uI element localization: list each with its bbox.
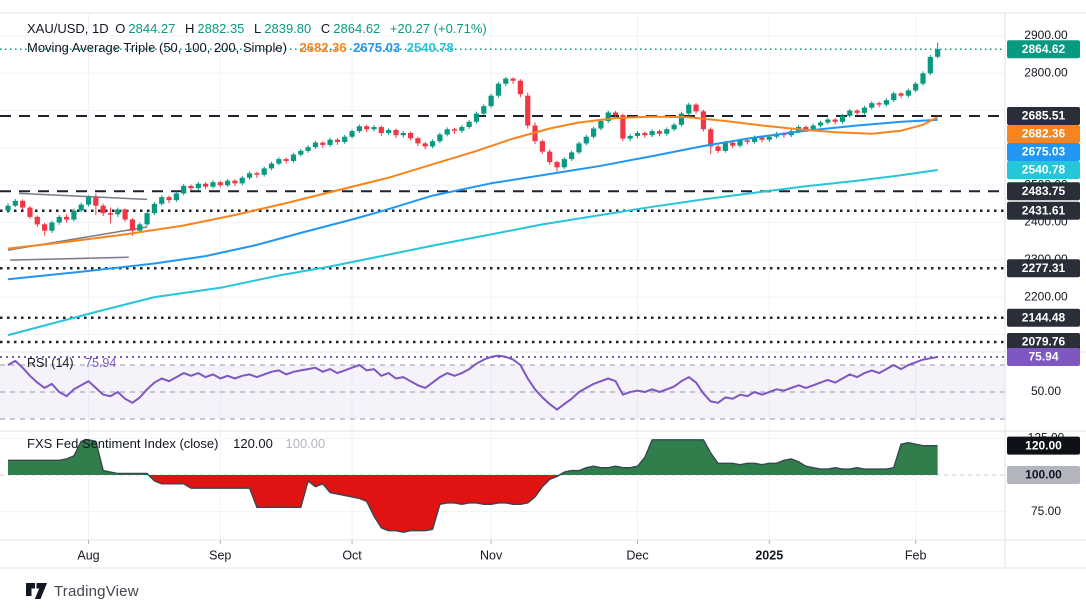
sentiment-legend-row[interactable]: FXS Fed Sentiment Index (close) 120.00 1… [27,436,328,451]
price-badge: 75.94 [1007,347,1080,366]
price-badge: 2864.62 [1007,40,1080,59]
svg-text:2864.62: 2864.62 [1022,42,1066,56]
tradingview-logo-icon [26,583,47,599]
svg-text:2144.48: 2144.48 [1022,310,1066,324]
time-axis: Aug Sep Oct Nov Dec 2025 Feb [77,540,926,562]
svg-text:2900.00: 2900.00 [1024,28,1068,42]
ohlc-close: C 2864.62 [320,21,381,36]
svg-text:2540.78: 2540.78 [1022,163,1066,177]
ma-legend-row[interactable]: Moving Average Triple (50, 100, 200, Sim… [27,40,457,55]
svg-text:2431.61: 2431.61 [1022,203,1066,217]
price-scale[interactable] [1005,13,1086,540]
svg-text:2277.31: 2277.31 [1022,261,1066,275]
ohlc-high: H 2882.35 [185,21,245,36]
price-badge: 2079.76 [1007,332,1080,351]
rsi-value: 75.94 [85,356,117,370]
price-axis: 2900.002800.002500.002400.002300.002200.… [1007,28,1080,518]
price-badge: 2540.78 [1007,160,1080,179]
price-badge: 2675.03 [1007,143,1080,162]
ma-200-line [7,169,938,337]
svg-text:2483.75: 2483.75 [1022,184,1066,198]
svg-text:2682.36: 2682.36 [1022,127,1066,141]
price-badge: 120.00 [1007,436,1080,455]
price-badge: 100.00 [1007,466,1080,484]
sentiment-indicator-title: FXS Fed Sentiment Index (close) [27,436,219,451]
grid [0,13,1005,540]
ohlc-open: O 2844.27 [115,21,176,36]
svg-text:2685.51: 2685.51 [1022,109,1066,123]
rsi-legend-row[interactable]: RSI (14) 75.94 [27,356,119,370]
svg-text:Feb: Feb [905,548,927,562]
svg-text:2800.00: 2800.00 [1024,65,1068,79]
time-scale[interactable] [0,540,1005,568]
price-badge: 2483.75 [1007,182,1080,201]
price-change: +20.27 (+0.71%) [389,21,487,36]
svg-text:Nov: Nov [480,548,503,562]
svg-text:75.94: 75.94 [1028,350,1058,364]
svg-text:2200.00: 2200.00 [1024,289,1068,303]
pane-separators [0,12,1086,569]
svg-text:Aug: Aug [77,548,99,562]
svg-text:120.00: 120.00 [1025,438,1062,452]
ma-indicator-title: Moving Average Triple (50, 100, 200, Sim… [27,40,287,55]
ma50-value: 2682.36 [299,40,347,55]
ma200-value: 2540.78 [406,40,454,55]
svg-text:50.00: 50.00 [1031,384,1061,398]
price-badge: 2431.61 [1007,201,1080,220]
price-badge: 2682.36 [1007,125,1080,144]
svg-text:Dec: Dec [626,548,648,562]
svg-text:2675.03: 2675.03 [1022,145,1066,159]
svg-text:2079.76: 2079.76 [1022,335,1066,349]
tradingview-logo[interactable]: TradingView [26,583,139,600]
price-badge: 2685.51 [1007,107,1080,126]
sentiment-area [8,439,938,533]
tradingview-logo-text: TradingView [54,583,139,600]
svg-text:75.00: 75.00 [1031,504,1061,518]
ma-50-line [7,115,939,250]
symbol-legend-row[interactable]: XAU/USD, 1D O 2844.27 H 2882.35 L 2839.80 C… [27,21,490,36]
sentiment-main-value: 120.00 [233,436,273,451]
price-badge: 2144.48 [1007,308,1080,327]
svg-text:2025: 2025 [755,548,783,562]
svg-text:100.00: 100.00 [1025,468,1062,482]
sentiment-base-value: 100.00 [285,436,326,451]
level-lines [0,115,1005,344]
rsi-indicator-title: RSI (14) [27,356,74,370]
svg-text:Sep: Sep [209,548,231,562]
svg-text:Oct: Oct [342,548,362,562]
rsi-band [0,364,1005,420]
rsi-line [7,354,938,411]
price-badge: 2277.31 [1007,259,1080,278]
ohlc-low: L 2839.80 [254,21,312,36]
symbol-title: XAU/USD, 1D [27,21,109,36]
ma100-value: 2675.03 [353,40,401,55]
